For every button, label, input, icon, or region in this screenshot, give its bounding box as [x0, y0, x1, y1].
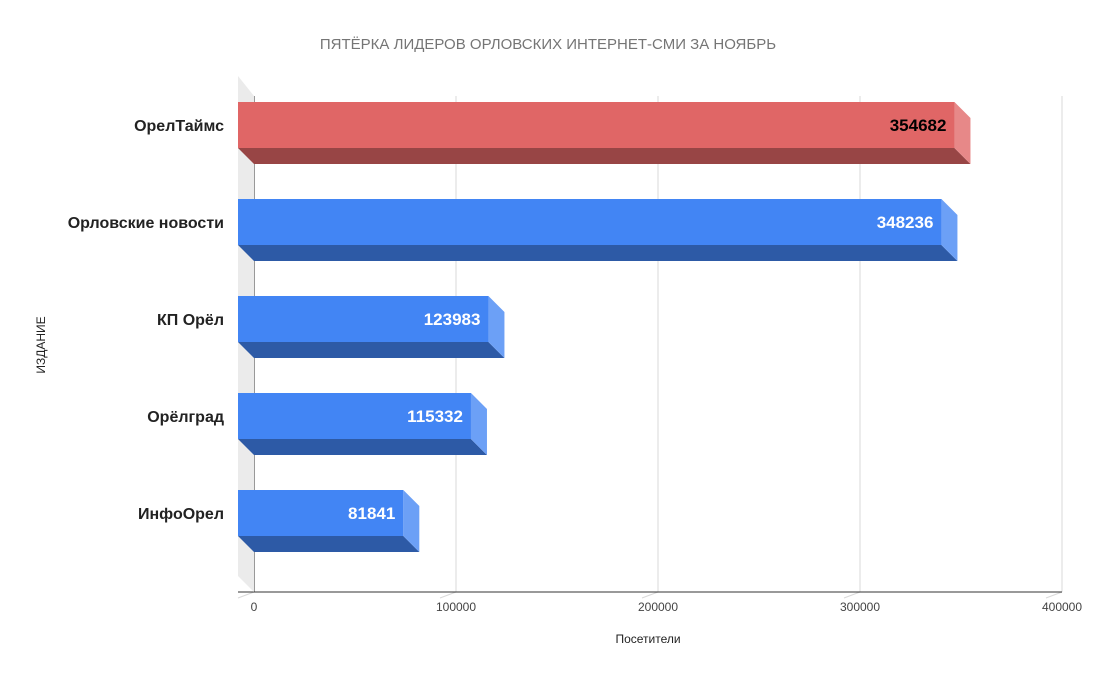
bar-front-face — [238, 199, 942, 245]
x-tick-label: 300000 — [840, 600, 880, 614]
bar-value-label: 348236 — [877, 213, 934, 232]
bar-value-label: 354682 — [890, 116, 947, 135]
x-tick-label: 0 — [251, 600, 258, 614]
gridline-depth — [843, 591, 861, 599]
bar-end-face — [470, 393, 487, 455]
bars — [238, 102, 971, 552]
bar-end-face — [488, 296, 505, 358]
bar-bottom-face — [238, 148, 971, 164]
category-label: ОрелТаймс — [134, 118, 224, 135]
bar-value-label: 81841 — [348, 504, 395, 523]
chart-title: ПЯТЁРКА ЛИДЕРОВ ОРЛОВСКИХ ИНТЕРНЕТ-СМИ З… — [320, 36, 776, 53]
bar — [238, 393, 487, 455]
bar — [238, 102, 971, 164]
category-label: Орёлград — [147, 409, 224, 426]
bar-bottom-face — [238, 342, 505, 358]
x-tick-label: 400000 — [1042, 600, 1082, 614]
x-axis-title: Посетители — [615, 632, 680, 646]
gridline-depth — [439, 591, 457, 599]
category-label: КП Орёл — [157, 312, 224, 329]
bar-bottom-face — [238, 245, 958, 261]
labels: 0 100000 200000 300000 400000 354682 ОрелТаймс… — [68, 116, 1083, 614]
bar-front-face — [238, 490, 404, 536]
category-label: Орловские новости — [68, 215, 224, 232]
gridline-depth — [1045, 591, 1063, 599]
bar — [238, 199, 958, 261]
y-axis-title: ИЗДАНИЕ — [34, 316, 48, 373]
bar-bottom-face — [238, 439, 487, 455]
bar — [238, 490, 420, 552]
bar-value-label: 123983 — [424, 310, 481, 329]
bar-front-face — [238, 296, 489, 342]
category-label: ИнфоОрел — [138, 506, 224, 523]
bar-value-label: 115332 — [407, 407, 463, 426]
bar-front-face — [238, 393, 471, 439]
bar — [238, 296, 505, 358]
gridline-depth — [641, 591, 659, 599]
gridline-depth — [237, 591, 255, 599]
bar-end-face — [941, 199, 958, 261]
bar-end-face — [403, 490, 420, 552]
x-tick-label: 200000 — [638, 600, 678, 614]
bar-front-face — [238, 102, 955, 148]
bar-end-face — [954, 102, 971, 164]
x-tick-label: 100000 — [436, 600, 476, 614]
bar-bottom-face — [238, 536, 420, 552]
